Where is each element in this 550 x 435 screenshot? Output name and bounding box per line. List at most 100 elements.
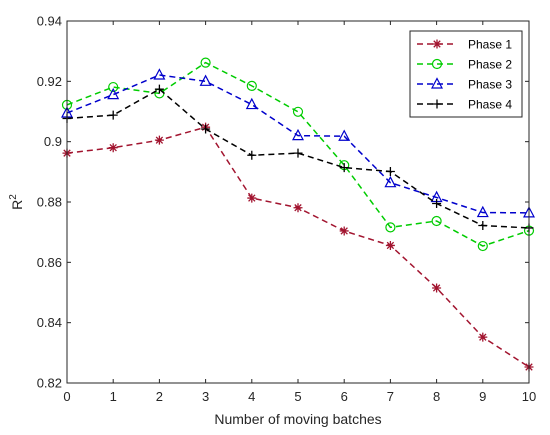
x-tick-label: 10 bbox=[522, 389, 536, 404]
x-tick-label: 3 bbox=[202, 389, 209, 404]
legend-label-phase-3: Phase 3 bbox=[468, 78, 512, 92]
data-point-phase-3 bbox=[338, 129, 351, 141]
data-point-phase-3 bbox=[199, 74, 212, 86]
data-point-phase-4 bbox=[478, 221, 488, 231]
legend-label-phase-4: Phase 4 bbox=[468, 98, 512, 112]
data-point-phase-1 bbox=[293, 203, 303, 213]
y-tick-label: 0.86 bbox=[37, 255, 62, 270]
data-point-phase-4-shape bbox=[154, 84, 164, 94]
ticks-layer: 0 1 2 3 4 5 6 7 8 9 10 0.82 0.84 0.86 0.88 0.9 0.92 0.94 bbox=[37, 14, 537, 405]
data-point-phase-1 bbox=[432, 283, 442, 293]
data-point-phase-4 bbox=[154, 84, 164, 94]
data-point-phase-1-shape bbox=[339, 226, 349, 236]
data-point-phase-2-shape bbox=[292, 106, 304, 117]
data-point-phase-4 bbox=[247, 150, 257, 160]
legend-marker-phase-3 bbox=[431, 77, 443, 89]
data-point-phase-1 bbox=[339, 226, 349, 236]
y-tick-label: 0.82 bbox=[37, 376, 62, 391]
data-point-phase-2 bbox=[292, 106, 304, 117]
data-point-phase-2 bbox=[431, 215, 442, 227]
data-point-phase-2 bbox=[246, 80, 257, 91]
legend-marker-phase-1 bbox=[432, 39, 442, 49]
data-point-phase-3 bbox=[292, 128, 304, 141]
data-point-phase-3-shape bbox=[199, 74, 212, 86]
legend-marker-phase-2-shape bbox=[431, 58, 443, 70]
y-tick-label: 0.94 bbox=[37, 14, 62, 29]
data-point-phase-2-shape bbox=[108, 81, 119, 93]
data-point-phase-3 bbox=[476, 205, 489, 218]
x-tick-label: 1 bbox=[110, 389, 117, 404]
data-point-phase-1 bbox=[108, 143, 118, 153]
y-tick-label: 0.9 bbox=[44, 134, 62, 149]
data-point-phase-1-shape bbox=[247, 193, 257, 203]
x-tick-label: 8 bbox=[433, 389, 440, 404]
legend-marker-phase-1-shape bbox=[432, 39, 442, 49]
data-point-phase-4-shape bbox=[201, 124, 211, 134]
x-axis-title: Number of moving batches bbox=[214, 411, 381, 427]
data-point-phase-4-shape bbox=[385, 167, 395, 177]
data-point-phase-4-shape bbox=[478, 221, 488, 231]
data-point-phase-3-shape bbox=[292, 128, 304, 141]
legend-marker-phase-2 bbox=[431, 58, 443, 70]
data-point-phase-1 bbox=[478, 332, 488, 342]
data-point-phase-2-shape bbox=[385, 222, 396, 233]
data-point-phase-3-shape bbox=[153, 68, 166, 80]
legend-marker-phase-3-shape bbox=[431, 77, 443, 89]
data-point-phase-2 bbox=[108, 81, 119, 93]
data-point-phase-1 bbox=[154, 135, 164, 145]
data-point-phase-3 bbox=[107, 87, 120, 100]
series-line-phase-2 bbox=[66, 61, 530, 247]
data-point-phase-4-shape bbox=[339, 163, 349, 173]
data-point-phase-2 bbox=[385, 222, 396, 233]
data-point-phase-2-shape bbox=[200, 57, 211, 68]
data-point-phase-2-shape bbox=[246, 80, 257, 91]
data-point-phase-4-shape bbox=[432, 199, 442, 209]
data-point-phase-1-shape bbox=[478, 332, 488, 342]
x-tick-label: 9 bbox=[479, 389, 486, 404]
data-point-phase-4 bbox=[385, 167, 395, 177]
x-tick-label: 2 bbox=[156, 389, 163, 404]
y-axis-title-base: R bbox=[9, 200, 25, 210]
y-axis-title: R2 bbox=[8, 194, 25, 210]
x-tick-label: 0 bbox=[63, 389, 70, 404]
data-point-phase-3-shape bbox=[245, 97, 258, 110]
data-point-phase-2-shape bbox=[431, 215, 442, 227]
data-point-phase-3 bbox=[384, 175, 397, 188]
data-point-phase-2 bbox=[477, 240, 488, 252]
data-point-phase-1-shape bbox=[154, 135, 164, 145]
data-point-phase-1-shape bbox=[385, 240, 395, 250]
data-point-phase-2-shape bbox=[477, 240, 488, 252]
data-point-phase-4 bbox=[293, 148, 303, 158]
y-tick-label: 0.84 bbox=[37, 315, 62, 330]
series-line-phase-3 bbox=[66, 74, 530, 214]
data-point-phase-4 bbox=[201, 124, 211, 134]
data-point-phase-4 bbox=[108, 110, 118, 120]
series-layer bbox=[61, 57, 535, 372]
data-point-phase-4 bbox=[339, 163, 349, 173]
data-point-phase-4 bbox=[432, 199, 442, 209]
x-tick-label: 6 bbox=[341, 389, 348, 404]
data-point-phase-3-shape bbox=[476, 205, 489, 218]
data-point-phase-2 bbox=[200, 57, 211, 68]
legend-marker-phase-4-shape bbox=[432, 99, 442, 109]
data-point-phase-3-shape bbox=[107, 87, 120, 100]
legend-marker-phase-4 bbox=[432, 99, 442, 109]
x-tick-label: 7 bbox=[387, 389, 394, 404]
data-point-phase-3 bbox=[245, 97, 258, 110]
data-point-phase-4-shape bbox=[247, 150, 257, 160]
data-point-phase-3 bbox=[153, 68, 166, 80]
data-point-phase-1 bbox=[385, 240, 395, 250]
legend-label-phase-1: Phase 1 bbox=[468, 38, 512, 52]
data-point-phase-1-shape bbox=[108, 143, 118, 153]
legend-label-phase-2: Phase 2 bbox=[468, 58, 512, 72]
data-point-phase-1 bbox=[247, 193, 257, 203]
data-point-phase-4-shape bbox=[108, 110, 118, 120]
data-point-phase-4-shape bbox=[293, 148, 303, 158]
y-tick-label: 0.88 bbox=[37, 195, 62, 210]
y-axis-title-superscript: 2 bbox=[8, 194, 19, 200]
x-tick-label: 4 bbox=[248, 389, 255, 404]
data-point-phase-3-shape bbox=[384, 175, 397, 188]
y-tick-label: 0.92 bbox=[37, 74, 62, 89]
data-point-phase-1-shape bbox=[293, 203, 303, 213]
